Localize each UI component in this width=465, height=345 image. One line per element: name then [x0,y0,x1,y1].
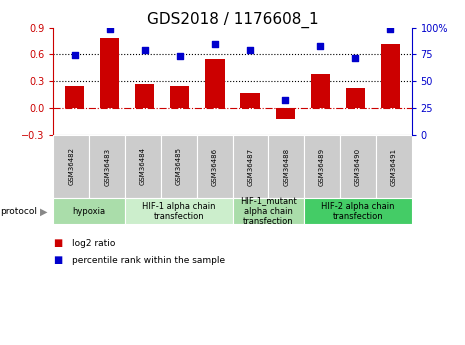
Bar [311,74,330,108]
Bar [381,43,400,108]
Bar [268,135,304,198]
Text: GSM36486: GSM36486 [212,147,218,186]
Bar [340,135,376,198]
Text: ▶: ▶ [40,206,47,216]
Text: GSM36490: GSM36490 [355,147,361,186]
Text: ■: ■ [53,238,63,248]
Text: HIF-1 alpha chain
transfection: HIF-1 alpha chain transfection [142,201,216,221]
Bar [275,108,295,119]
Text: ■: ■ [53,256,63,265]
Point [246,47,254,53]
Text: GSM36482: GSM36482 [68,147,74,186]
Text: GSM36484: GSM36484 [140,147,146,186]
Bar [89,135,125,198]
Text: hypoxia: hypoxia [73,207,106,216]
Bar [205,59,225,108]
Bar [304,198,412,224]
Text: log2 ratio: log2 ratio [72,239,115,248]
Bar [65,87,84,108]
Bar [53,198,125,224]
Bar [161,135,197,198]
Bar [53,135,89,198]
Text: protocol: protocol [0,207,37,216]
Bar [345,88,365,108]
Point [141,47,148,53]
Point [387,26,394,31]
Bar [232,135,268,198]
Text: GSM36491: GSM36491 [391,147,397,186]
Bar [100,38,120,108]
Point [176,54,184,59]
Text: GSM36488: GSM36488 [283,147,289,186]
Text: GSM36487: GSM36487 [247,147,253,186]
Title: GDS2018 / 1176608_1: GDS2018 / 1176608_1 [146,11,319,28]
Point [352,55,359,60]
Point [71,53,78,58]
Bar [232,198,304,224]
Bar [125,135,161,198]
Text: HIF-2 alpha chain
transfection: HIF-2 alpha chain transfection [321,201,395,221]
Point [106,26,113,31]
Text: HIF-1_mutant
alpha chain
transfection: HIF-1_mutant alpha chain transfection [240,196,297,226]
Bar [135,84,154,108]
Point [317,43,324,49]
Bar [197,135,232,198]
Text: GSM36485: GSM36485 [176,147,182,186]
Text: GSM36483: GSM36483 [104,147,110,186]
Bar [240,93,260,108]
Text: GSM36489: GSM36489 [319,147,325,186]
Point [281,98,289,103]
Bar [376,135,412,198]
Bar [304,135,340,198]
Bar [125,198,232,224]
Bar [170,86,190,108]
Point [211,41,219,46]
Text: percentile rank within the sample: percentile rank within the sample [72,256,225,265]
